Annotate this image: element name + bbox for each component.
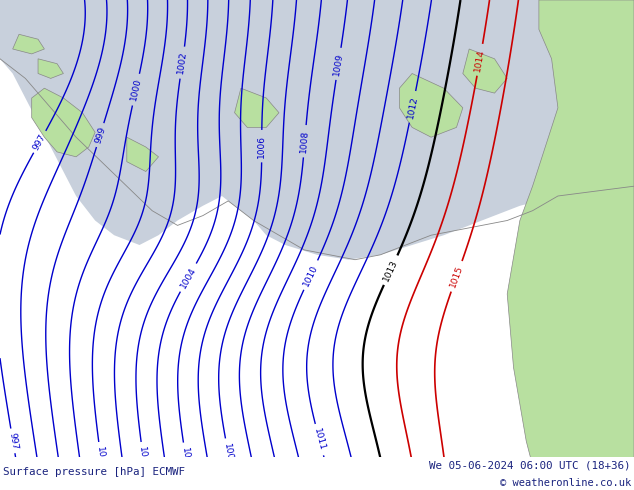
Text: We 05-06-2024 06:00 UTC (18+36): We 05-06-2024 06:00 UTC (18+36) [429, 460, 631, 470]
Text: 1015: 1015 [448, 264, 465, 289]
Text: © weatheronline.co.uk: © weatheronline.co.uk [500, 478, 631, 488]
Polygon shape [0, 0, 634, 260]
Text: 1007: 1007 [222, 442, 235, 466]
Text: 1009: 1009 [332, 52, 345, 76]
Text: Surface pressure [hPa] ECMWF: Surface pressure [hPa] ECMWF [3, 466, 185, 477]
Text: 998: 998 [34, 464, 45, 482]
Polygon shape [13, 34, 44, 54]
Text: 1013: 1013 [382, 258, 399, 283]
Text: 1004: 1004 [179, 266, 198, 290]
Polygon shape [38, 59, 63, 78]
Polygon shape [127, 137, 158, 172]
Polygon shape [399, 74, 463, 137]
Polygon shape [463, 49, 507, 93]
Polygon shape [235, 88, 279, 127]
FancyBboxPatch shape [0, 457, 634, 490]
Text: 1001: 1001 [95, 446, 107, 470]
Text: 999: 999 [93, 125, 107, 145]
Text: 1008: 1008 [299, 129, 310, 153]
Text: 1005: 1005 [179, 446, 192, 471]
Text: 997: 997 [32, 132, 48, 151]
Text: 1000: 1000 [129, 77, 143, 102]
Text: 1010: 1010 [302, 263, 320, 288]
Text: 1006: 1006 [257, 135, 266, 158]
Text: 1012: 1012 [406, 95, 419, 119]
Text: 997: 997 [7, 432, 19, 450]
Text: 1011: 1011 [312, 427, 327, 452]
Polygon shape [32, 88, 95, 157]
Polygon shape [507, 0, 634, 490]
Text: 1002: 1002 [176, 50, 188, 74]
Text: 1003: 1003 [138, 446, 150, 470]
Text: 1014: 1014 [474, 48, 486, 72]
